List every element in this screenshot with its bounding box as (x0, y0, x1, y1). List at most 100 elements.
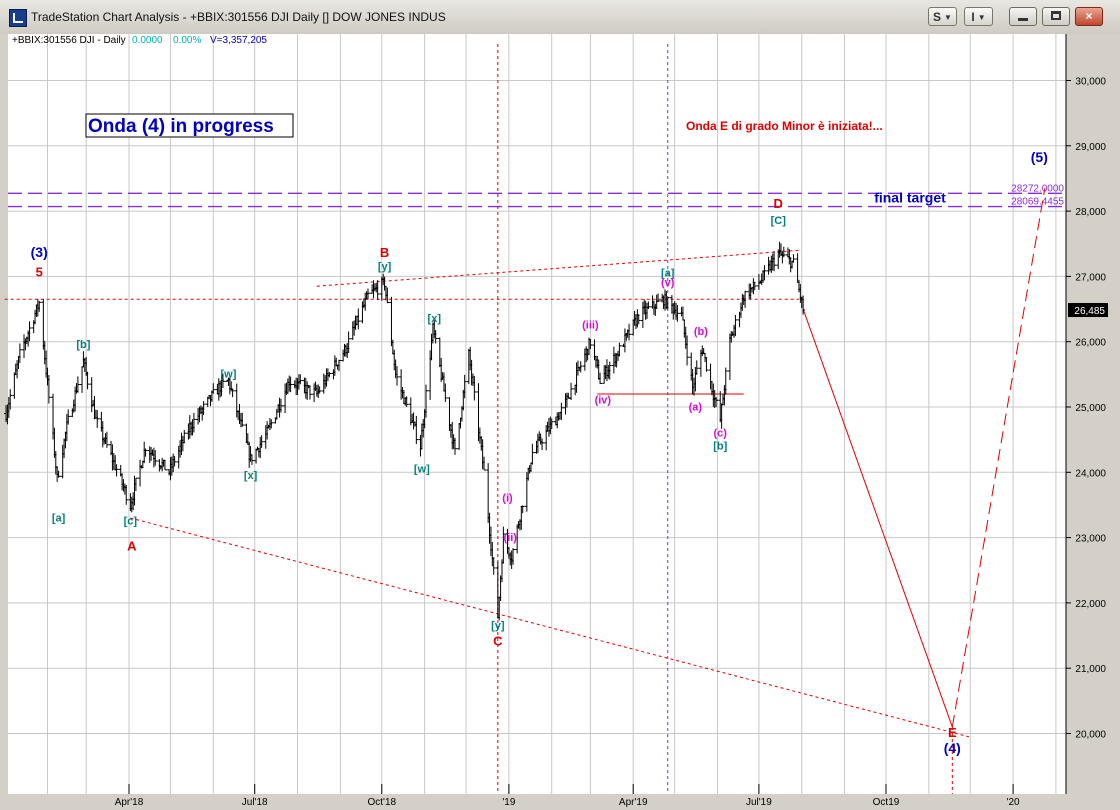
y-tick-label: 23,000 (1075, 534, 1106, 545)
wave-label: [c] (124, 516, 138, 528)
price-bar (656, 293, 661, 302)
minimize-button[interactable] (1009, 7, 1037, 26)
last-price-box (1068, 303, 1108, 318)
wave-label: B (380, 245, 389, 260)
price-bar (453, 437, 458, 455)
change-value: 0.0000 (132, 35, 163, 46)
price-bar (791, 254, 796, 263)
price-bar (336, 359, 341, 372)
x-tick-label: Jul'18 (242, 797, 268, 808)
price-bar (530, 443, 535, 465)
price-bar (8, 389, 13, 410)
wave-label: (ii) (504, 532, 518, 544)
wave-label: (iv) (595, 395, 612, 407)
price-bar (124, 484, 129, 505)
price-bar (327, 372, 332, 378)
chevron-down-icon: ▼ (977, 13, 986, 22)
s-label: S (933, 10, 942, 24)
price-bar (704, 357, 709, 372)
price-bar (714, 396, 719, 407)
price-bar (433, 329, 438, 344)
price-bar (278, 398, 283, 413)
price-bar (37, 300, 42, 312)
price-bar (85, 371, 90, 390)
price-bar (288, 376, 293, 393)
maximize-icon (1051, 11, 1061, 20)
interval-link-i-button[interactable]: I ▼ (964, 7, 993, 26)
price-bar (317, 386, 322, 394)
x-tick-label: Apr'19 (619, 797, 648, 808)
wave-label: (a) (689, 401, 703, 413)
price-bar (133, 477, 138, 492)
wave-label: 5 (36, 264, 43, 279)
chart-title-box (85, 113, 294, 138)
price-bar (443, 383, 448, 402)
price-bar (569, 382, 574, 401)
target-level-label: 28069.4455 (1011, 197, 1064, 208)
close-icon: × (1085, 9, 1093, 23)
price-bar (375, 280, 380, 300)
price-bar (27, 321, 32, 342)
wave-label: [b] (76, 339, 90, 351)
price-bar (675, 305, 680, 322)
plot-area[interactable] (8, 34, 1066, 794)
price-bar (385, 287, 390, 304)
wave-label: [a] (661, 267, 675, 279)
wave-label: [x] (428, 313, 442, 325)
window-title: TradeStation Chart Analysis - +BBIX:3015… (31, 10, 446, 24)
price-bar (685, 335, 690, 366)
tradestation-app-icon (9, 9, 27, 27)
symbol-info: +BBIX:301556 DJI - Daily (12, 35, 126, 46)
wave-trendline (802, 308, 953, 728)
wave-label: [y] (378, 261, 392, 273)
x-tick-label: Apr'18 (115, 797, 144, 808)
wave-label: [x] (244, 470, 258, 482)
chevron-down-icon: ▼ (944, 13, 952, 22)
price-bar (114, 464, 119, 477)
wave-label: [w] (221, 369, 237, 381)
chart-title: Onda (4) in progress (88, 116, 274, 137)
wave-label: E (948, 725, 957, 740)
wave-label: (v) (661, 277, 675, 289)
close-button[interactable]: × (1075, 7, 1103, 26)
wave-label: (iii) (582, 320, 599, 332)
wave-label: (b) (694, 326, 708, 338)
price-bar (636, 314, 641, 325)
price-bar (646, 301, 651, 310)
price-bar (781, 246, 786, 258)
price-bar (588, 338, 593, 350)
maximize-button[interactable] (1042, 7, 1070, 26)
price-bar (491, 557, 496, 575)
price-bar (559, 402, 564, 420)
price-bar (182, 429, 187, 444)
price-bar (598, 372, 603, 385)
x-tick-label: Oct19 (873, 797, 900, 808)
price-bar (617, 342, 622, 357)
price-bar (66, 409, 71, 425)
price-bar (298, 374, 303, 385)
price-bar (520, 505, 525, 514)
chart-subtitle: Onda E di grado Minor è iniziata!... (686, 119, 883, 133)
final-target-label: final target (874, 189, 946, 205)
price-bar (801, 295, 806, 315)
wave-label: (c) (714, 427, 728, 439)
price-bar (143, 448, 148, 457)
x-tick-label: Oct'18 (367, 797, 396, 808)
symbol-link-s-button[interactable]: S ▼ (928, 7, 957, 26)
price-bar (230, 388, 235, 398)
price-bar (307, 385, 312, 400)
price-bar (104, 431, 109, 448)
wave-label: [C] (771, 215, 787, 227)
y-tick-label: 26,000 (1075, 338, 1106, 349)
price-bar (191, 412, 196, 433)
wave-label: D (774, 196, 783, 211)
price-bar (743, 290, 748, 308)
price-bar (762, 265, 767, 281)
y-tick-label: 29,000 (1075, 142, 1106, 153)
volume-value: V=3,357,205 (210, 35, 267, 46)
price-bar (56, 470, 61, 478)
price-bar (578, 361, 583, 373)
price-bar (220, 373, 225, 389)
wave-trendline (130, 517, 970, 738)
price-chart[interactable]: 28272.0000 28069.4455 final target (3) 5 [a]… (0, 34, 1120, 810)
